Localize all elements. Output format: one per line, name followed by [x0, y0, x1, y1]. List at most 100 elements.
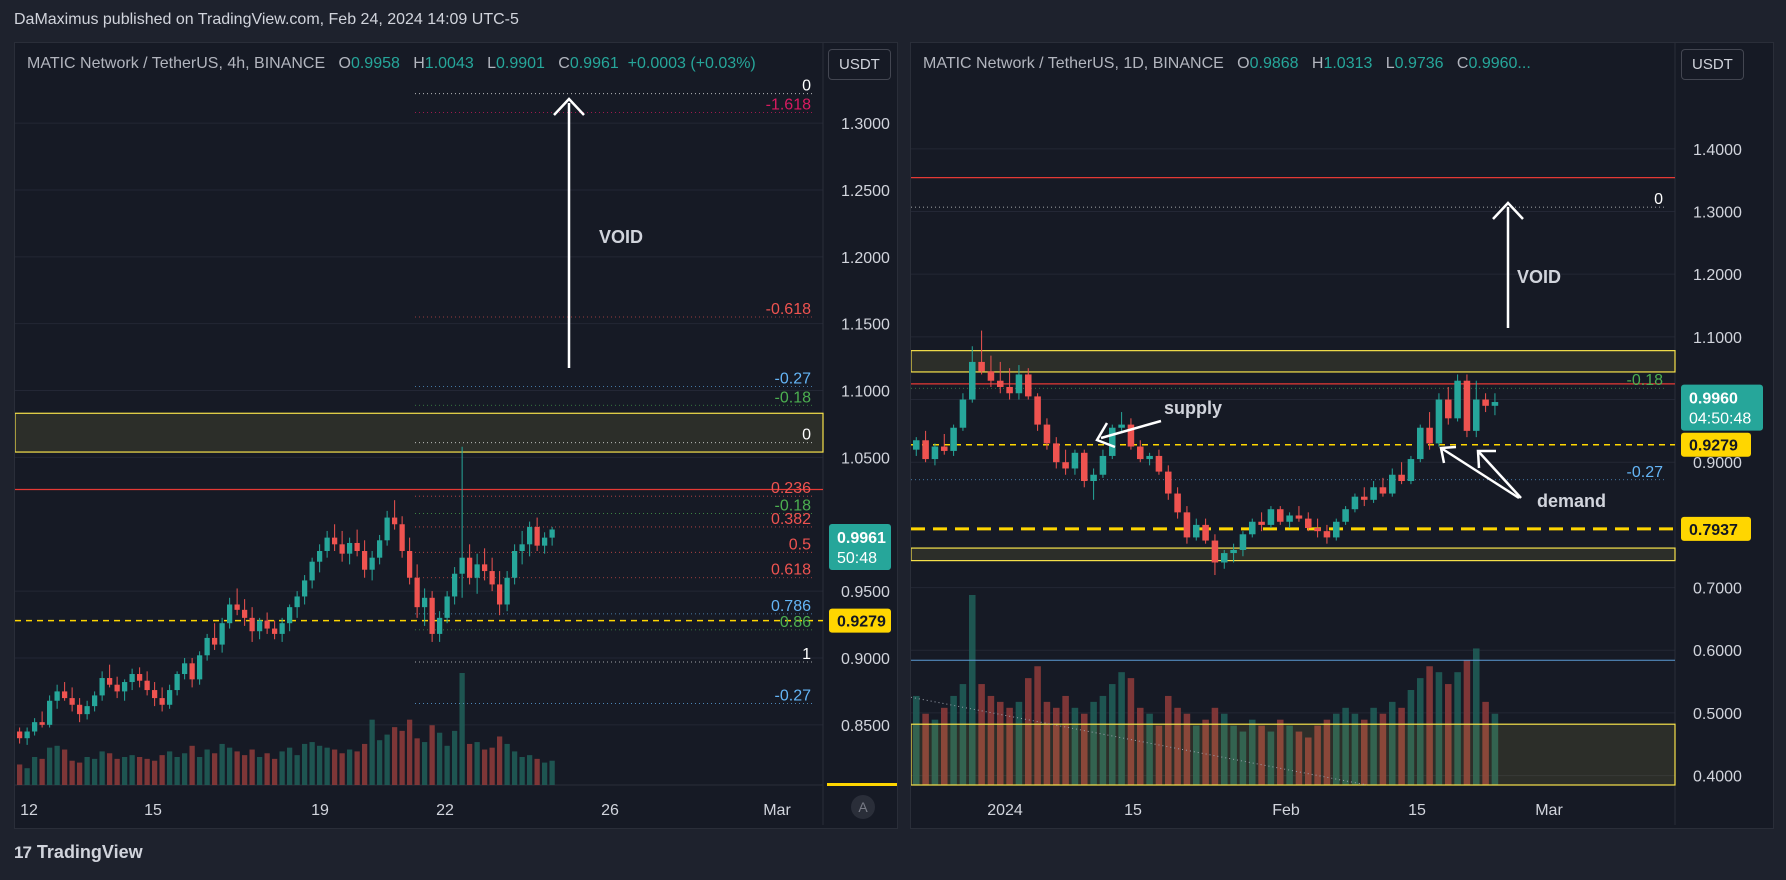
candle-body — [1081, 452, 1088, 482]
candle-body — [1491, 402, 1499, 406]
fib-level-label: -0.18 — [775, 498, 812, 515]
x-tick-label: 2024 — [987, 802, 1023, 819]
volume-bar — [212, 753, 218, 785]
volume-bar — [969, 595, 976, 785]
fib-level-label: 1 — [802, 646, 811, 663]
volume-bar — [317, 745, 323, 785]
y-tick-label: 0.9000 — [1693, 455, 1742, 472]
candle-body — [54, 691, 60, 701]
volume-bar — [474, 742, 480, 785]
void-arrow-head — [553, 97, 585, 116]
candle-body — [1295, 515, 1303, 519]
dashed-price-tag: 0.9279 — [1689, 438, 1738, 455]
trend-line — [911, 696, 1368, 786]
candle-body — [1379, 487, 1387, 494]
candle-body — [497, 584, 503, 605]
supply-label: supply — [1164, 398, 1222, 418]
volume-bar — [922, 713, 929, 785]
legend-4h: MATIC Network / TetherUS, 4h, BINANCE O0… — [27, 55, 756, 73]
volume-bar — [1043, 701, 1051, 785]
chart-canvas-1d[interactable]: 1.40001.30001.20001.10001.00000.90000.70… — [911, 43, 1773, 828]
candle-body — [1062, 462, 1069, 469]
volume-bar — [249, 749, 255, 785]
volume-bar — [1006, 707, 1013, 785]
footer-brand[interactable]: 17 TradingView — [14, 842, 143, 863]
candle-body — [279, 623, 285, 634]
y-tick-label: 1.0500 — [841, 450, 890, 467]
y-tick-label: 1.3000 — [1693, 204, 1742, 221]
candle-body — [922, 440, 929, 460]
volume-bar — [114, 758, 120, 785]
candle-body — [931, 446, 939, 460]
candle-body — [24, 731, 30, 739]
volume-bar — [1221, 713, 1228, 785]
chart-canvas-4h[interactable]: 1.3000 1.2500 1.2000 1.1500 1.1000 1.0500 0.95… — [15, 43, 897, 828]
currency-button-right[interactable]: USDT — [1681, 49, 1744, 80]
volume-bar — [1342, 707, 1349, 785]
candle-body — [467, 557, 473, 578]
candle-body — [219, 623, 225, 645]
volume-bar — [1015, 701, 1023, 785]
last-price-tag-timer: 04:50:48 — [1689, 411, 1751, 428]
volume-bar — [482, 749, 488, 785]
legend-high-label: H — [413, 55, 425, 72]
y-tick-label: 0.7000 — [1693, 581, 1742, 598]
fib-level-label: 0.786 — [771, 598, 811, 615]
candle-body — [1258, 521, 1265, 525]
volume-bar — [1379, 713, 1387, 785]
volume-bar — [107, 753, 113, 785]
volume-bar — [1314, 725, 1321, 785]
auto-scale-label: A — [858, 799, 868, 815]
volume-bar — [1295, 731, 1303, 785]
auto-scale-button — [851, 795, 875, 819]
candle-body — [512, 551, 518, 578]
candle-body — [1473, 399, 1480, 431]
volume-bar — [24, 768, 30, 785]
volume-bar — [122, 757, 128, 785]
volume-bar — [137, 757, 143, 785]
volume-bar — [32, 757, 38, 785]
volume-bar — [941, 707, 948, 785]
chart-panel-4h[interactable]: MATIC Network / TetherUS, 4h, BINANCE O0… — [14, 42, 898, 829]
legend-close-label: C — [1456, 55, 1469, 72]
candle-body — [144, 680, 150, 691]
candle-body — [197, 655, 203, 680]
volume-bar — [459, 673, 465, 785]
volume-bar — [354, 751, 360, 785]
legend-low-label: L — [487, 55, 496, 72]
candle-body — [39, 722, 45, 725]
y-tick-label: 0.9500 — [841, 584, 890, 601]
volume-bar — [1034, 666, 1041, 785]
x-tick-label: 22 — [436, 802, 454, 819]
supply-arrow-shaft — [1100, 419, 1162, 440]
volume-bar — [1071, 707, 1079, 785]
supply-demand-zone — [911, 350, 1676, 373]
candle-body — [1109, 427, 1116, 456]
chart-panel-1d[interactable]: MATIC Network / TetherUS, 1D, BINANCE O0… — [910, 42, 1774, 829]
currency-button-left[interactable]: USDT — [828, 49, 891, 80]
volume-bar — [287, 747, 293, 785]
last-price-tag: 0.9960 — [1689, 391, 1738, 408]
candle-body — [1249, 521, 1256, 535]
volume-bar — [339, 753, 345, 785]
candle-body — [1034, 396, 1041, 425]
candle-body — [234, 604, 240, 610]
volume-bar — [1211, 707, 1219, 785]
volume-bar — [272, 758, 278, 785]
volume-bar — [99, 751, 105, 785]
volume-bar — [167, 751, 173, 785]
candle-body — [17, 731, 23, 739]
candle-body — [1221, 553, 1228, 563]
volume-bar — [997, 701, 1004, 785]
candle-body — [959, 399, 967, 428]
candle-body — [950, 427, 957, 451]
volume-bar — [1202, 719, 1209, 785]
demand-arrow-shaft-2 — [1477, 450, 1522, 499]
volume-bar — [519, 757, 525, 785]
volume-bar — [1389, 701, 1396, 785]
candle-body — [354, 542, 360, 551]
volume-bar — [1137, 707, 1144, 785]
volume-bar — [1193, 725, 1200, 785]
volume-bar — [1174, 707, 1181, 785]
candle-body — [1426, 427, 1433, 444]
